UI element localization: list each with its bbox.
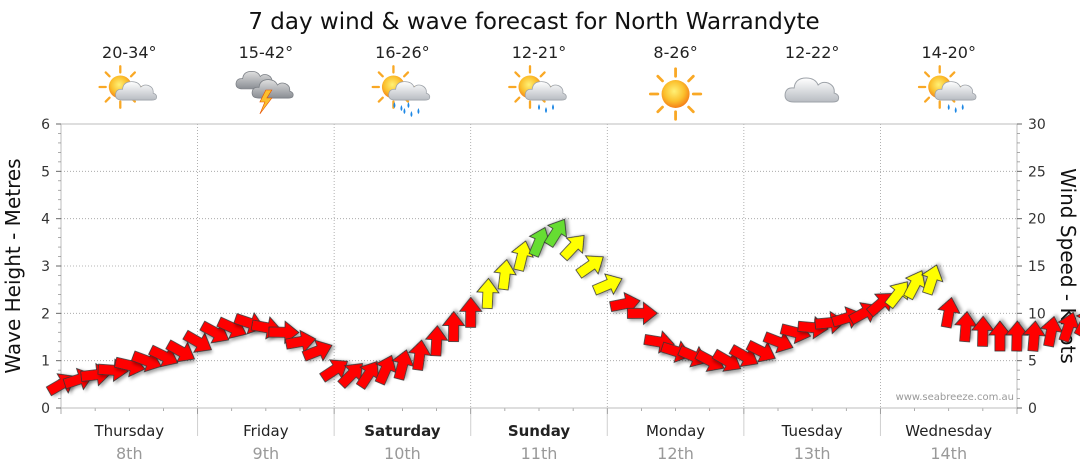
right-tick-label: 30	[1028, 117, 1046, 133]
wind-arrow	[301, 339, 333, 362]
temp-range-label: 8-26°	[653, 43, 697, 62]
wind-arrow	[407, 339, 432, 371]
day-date-label: 14th	[930, 444, 967, 463]
wind-arrow	[374, 354, 397, 386]
left-tick-label: 6	[41, 117, 50, 133]
right-tick-label: 10	[1028, 306, 1046, 322]
wind-arrow	[319, 359, 349, 383]
sun-shower-icon	[917, 65, 977, 113]
wind-arrow	[476, 277, 500, 310]
temp-range-label: 16-26°	[375, 43, 430, 62]
wind-arrow	[337, 363, 363, 389]
right-tick-label: 20	[1028, 212, 1046, 228]
temp-range-label: 12-21°	[512, 43, 567, 62]
day-labels: Thursday 8th Friday 9th Saturday 10th Sunday 11…	[93, 422, 992, 463]
wind-arrow	[1039, 315, 1064, 348]
wind-arrow	[954, 310, 978, 343]
right-tick-label: 25	[1028, 164, 1046, 180]
temp-range-label: 12-22°	[785, 43, 840, 62]
wind-arrow	[510, 240, 534, 272]
wind-arrow	[988, 320, 1012, 352]
wind-arrow	[493, 258, 517, 291]
wind-arrow	[591, 273, 623, 296]
temp-range-label: 20-34°	[102, 43, 157, 62]
temp-range-label: 15-42°	[239, 43, 294, 62]
day-name-label: Thursday	[93, 422, 164, 440]
day-date-label: 10th	[384, 444, 421, 463]
wind-arrow	[458, 296, 483, 328]
wind-arrow	[559, 234, 585, 262]
left-tick-label: 1	[41, 354, 50, 370]
forecast-header: 20-34° 15-42° 16-26° 12-21° 8-26° 12-22° 14-20…	[98, 43, 977, 121]
day-date-label: 12th	[657, 444, 694, 463]
day-date-label: 9th	[253, 444, 280, 463]
wind-arrow	[424, 325, 449, 357]
wind-arrow	[903, 270, 926, 301]
right-tick-label: 5	[1028, 354, 1037, 370]
wind-arrow	[762, 331, 794, 354]
chart-title: 7 day wind & wave forecast for North War…	[248, 9, 819, 35]
wind-arrow	[920, 264, 944, 296]
wind-arrow	[165, 339, 196, 363]
cloud-icon	[784, 77, 840, 103]
day-date-label: 8th	[116, 444, 143, 463]
wind-arrow	[441, 310, 466, 342]
wind-arrow	[937, 296, 961, 329]
day-date-label: 13th	[794, 444, 831, 463]
day-name-label: Tuesday	[781, 422, 843, 440]
day-name-label: Sunday	[508, 422, 571, 440]
left-axis: 0 1 2 3 4 5 6	[41, 117, 61, 417]
wind-arrow	[391, 349, 415, 381]
wind-arrow	[971, 315, 995, 347]
wind-arrow	[182, 329, 212, 353]
wind-arrows	[45, 218, 1080, 397]
right-axis: 0 5 10 15 20 25 30	[1017, 117, 1046, 417]
wind-arrow	[575, 255, 604, 279]
left-tick-label: 0	[41, 401, 50, 417]
sun-icon	[648, 67, 703, 121]
sun-shower-icon	[508, 65, 567, 113]
wind-arrow	[1022, 320, 1046, 352]
wind-arrow	[1057, 311, 1080, 343]
temp-range-label: 14-20°	[921, 43, 976, 62]
wind-arrow	[528, 226, 551, 258]
wind-arrow	[745, 339, 776, 363]
wind-arrow	[1005, 320, 1029, 352]
sun-cloud-icon	[98, 65, 157, 109]
right-tick-label: 15	[1028, 259, 1046, 275]
gridlines	[60, 124, 1018, 436]
thunderstorm-icon	[235, 70, 294, 115]
wind-arrow	[355, 360, 380, 390]
left-tick-label: 5	[41, 164, 50, 180]
wind-arrow	[626, 301, 659, 326]
credit-text: www.seabreeze.com.au	[896, 392, 1014, 403]
day-name-label: Saturday	[364, 422, 441, 440]
left-tick-label: 4	[41, 212, 50, 228]
sun-rain-icon	[371, 65, 431, 117]
wind-arrow	[543, 218, 567, 248]
wind-arrow	[284, 329, 317, 354]
day-date-label: 11th	[521, 444, 558, 463]
left-tick-label: 2	[41, 306, 50, 322]
day-name-label: Monday	[646, 422, 705, 440]
right-tick-label: 0	[1028, 401, 1037, 417]
day-name-label: Friday	[243, 422, 289, 440]
left-axis-title: Wave Height - Metres	[1, 158, 25, 373]
day-name-label: Wednesday	[905, 422, 992, 440]
left-tick-label: 3	[41, 259, 50, 275]
